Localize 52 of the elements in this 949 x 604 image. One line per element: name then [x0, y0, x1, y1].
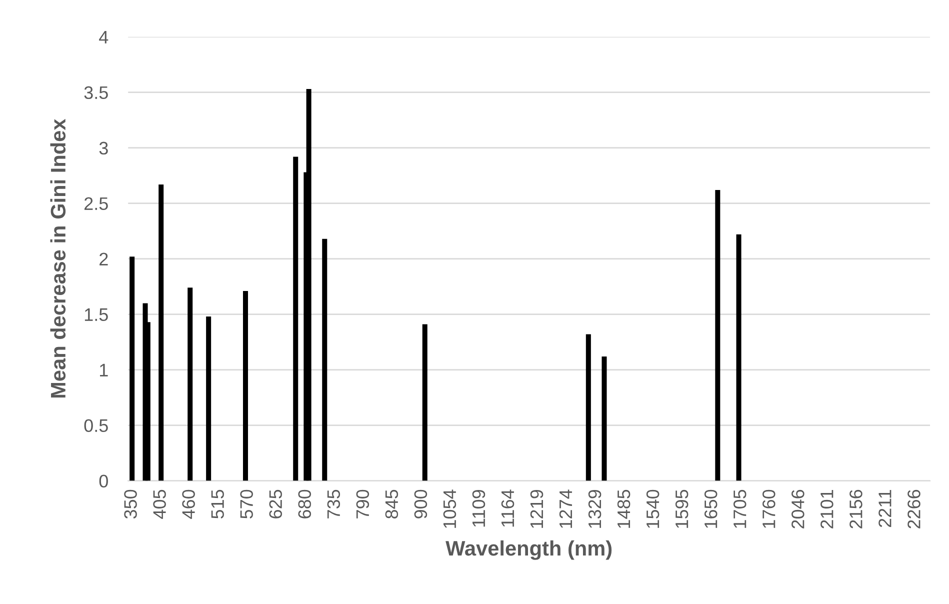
x-tick-label: 2211 — [878, 490, 892, 528]
y-tick-label: 3 — [99, 142, 108, 155]
y-tick-label: 0.5 — [84, 419, 108, 432]
x-tick-label: 1760 — [762, 490, 776, 528]
x-tick-label: 680 — [298, 490, 312, 518]
x-tick-label: 1274 — [559, 490, 572, 528]
x-tick-label: 1164 — [501, 490, 514, 527]
x-tick-label: 900 — [414, 490, 428, 518]
bar — [130, 256, 135, 481]
x-tick-label: 1595 — [675, 490, 688, 528]
bar — [306, 89, 312, 481]
x-tick-label: 1650 — [704, 490, 718, 528]
x-tick-label: 460 — [182, 490, 195, 519]
x-tick-label: 1485 — [617, 490, 630, 528]
x-tick-label: 405 — [153, 490, 166, 519]
bar — [602, 356, 607, 481]
x-tick-label: 1219 — [530, 490, 544, 528]
y-tick-label: 1.5 — [84, 308, 108, 322]
x-tick-label: 1329 — [588, 490, 602, 528]
x-tick-label: 735 — [327, 490, 340, 518]
x-tick-label: 1054 — [443, 490, 456, 528]
y-tick-label: 0 — [99, 474, 108, 488]
x-tick-label: 2101 — [820, 490, 834, 528]
bar — [158, 184, 164, 481]
x-tick-label: 1705 — [733, 490, 746, 528]
bar — [586, 334, 591, 481]
bar — [322, 238, 328, 481]
y-tick-label: 1 — [100, 364, 108, 376]
x-tick-label: 1109 — [472, 490, 486, 527]
y-tick-label: 4 — [99, 30, 108, 44]
x-tick-label: 515 — [211, 490, 224, 519]
bar — [242, 291, 248, 481]
x-tick-label: 845 — [385, 490, 398, 518]
bar — [188, 288, 193, 481]
x-tick-label: 570 — [240, 490, 253, 519]
x-tick-label: 625 — [269, 490, 282, 518]
y-axis-title: Mean decrease in Gini Index — [50, 118, 66, 398]
y-tick-label: 2.5 — [84, 197, 108, 210]
x-tick-label: 790 — [356, 490, 370, 518]
x-tick-label: 2046 — [792, 490, 804, 528]
x-axis-title: Wavelength (nm) — [446, 540, 612, 560]
bar — [206, 316, 212, 481]
bar — [736, 234, 742, 481]
bar — [293, 156, 298, 481]
y-tick-label: 2 — [100, 252, 108, 266]
x-tick-label: 2156 — [850, 490, 862, 528]
bar — [715, 190, 720, 481]
y-tick-label: 3.5 — [84, 86, 108, 100]
bar — [422, 324, 428, 481]
x-tick-label: 350 — [124, 490, 137, 519]
x-tick-label: 1540 — [646, 490, 660, 528]
x-tick-label: 2266 — [908, 490, 920, 528]
